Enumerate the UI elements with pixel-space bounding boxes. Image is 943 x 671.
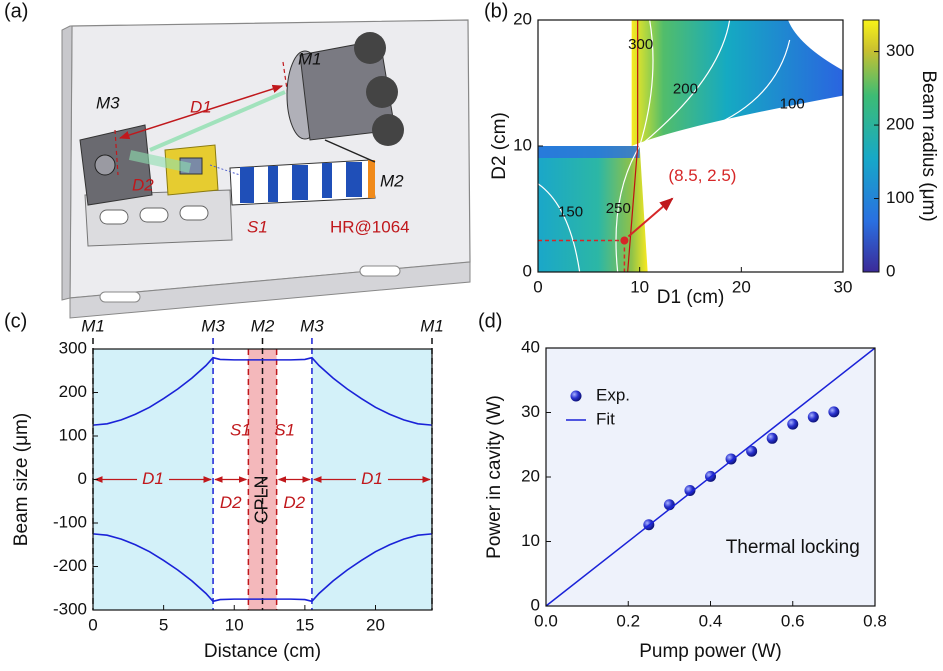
- x-tick-label: 0.6: [781, 611, 805, 630]
- x-tick-label: 0: [533, 277, 542, 296]
- heatmap-region: [632, 20, 843, 146]
- x-axis-label: Pump power (W): [639, 641, 782, 662]
- contour-label: 200: [673, 80, 698, 97]
- x-tick-label: 15: [295, 615, 314, 634]
- data-point: [726, 453, 737, 464]
- colorbar: [863, 20, 879, 272]
- x-tick-label: 0: [88, 615, 97, 634]
- x-axis-label: D1 (cm): [657, 287, 725, 308]
- heatmap-band: [538, 146, 640, 158]
- x-tick-label: 5: [159, 615, 168, 634]
- diagram-label: D1: [190, 97, 212, 116]
- y-tick-label: 10: [521, 531, 540, 550]
- data-point: [828, 406, 839, 417]
- diagram-label: HR@1064: [330, 217, 410, 236]
- y-tick-label: -100: [53, 512, 87, 531]
- y-tick-label: 10: [513, 135, 532, 154]
- panel-label: (b): [484, 0, 508, 22]
- y-tick-label: 20: [513, 9, 532, 28]
- surface-label: S1: [230, 420, 251, 439]
- surface-label: S1: [274, 420, 295, 439]
- panel-label: (d): [478, 310, 502, 332]
- figure: M1 D1 M3 D2 M2 S1 HR@1064 (a) (b) (c) (d…: [0, 0, 943, 671]
- y-tick-label: 0: [78, 469, 87, 488]
- y-tick-label: 0: [523, 261, 532, 280]
- y-tick-label: -300: [53, 599, 87, 618]
- mirror-label: M1: [81, 316, 105, 335]
- data-point: [808, 412, 819, 423]
- contour-label: 150: [558, 204, 583, 221]
- y-tick-label: 30: [521, 402, 540, 421]
- diagram-label: S1: [247, 217, 268, 236]
- x-tick-label: 20: [366, 615, 385, 634]
- heatmap-region: [538, 146, 648, 272]
- diagram-label: M1: [298, 49, 322, 68]
- y-tick-label: 0: [531, 595, 540, 614]
- x-tick-label: 0.8: [863, 611, 887, 630]
- data-point: [787, 419, 798, 430]
- contour-label: 250: [606, 200, 631, 217]
- diagram-label: M2: [380, 171, 404, 190]
- diagram-label: D2: [132, 175, 154, 194]
- setup-drawing: [62, 20, 470, 318]
- x-tick-label: 10: [630, 277, 649, 296]
- y-tick-label: 20: [521, 466, 540, 485]
- annotation: Thermal locking: [726, 537, 860, 558]
- point-label: (8.5, 2.5): [668, 166, 736, 185]
- x-tick-label: 20: [732, 277, 751, 296]
- y-axis-label: Power in cavity (W): [484, 395, 505, 559]
- y-tick-label: 40: [521, 337, 540, 356]
- y-tick-label: 100: [59, 425, 87, 444]
- y-axis-label: Beam size (μm): [11, 413, 32, 546]
- contour-label: 100: [780, 95, 805, 112]
- panel-label: (a): [4, 0, 28, 22]
- contour-label: 300: [628, 36, 653, 53]
- colorbar-tick-label: 200: [886, 115, 914, 134]
- mirror-label: M3: [201, 316, 225, 335]
- x-tick-label: 0.4: [699, 611, 723, 630]
- colorbar-tick-label: 0: [886, 261, 895, 280]
- highlight-point: [620, 237, 628, 245]
- x-tick-label: 0.2: [616, 611, 640, 630]
- diagram-label: M3: [96, 93, 120, 112]
- y-tick-label: -200: [53, 556, 87, 575]
- page: {"panel_labels": ["(a)", "(b)", "(c)", "…: [0, 0, 943, 671]
- colorbar-tick-label: 100: [886, 188, 914, 207]
- colorbar-tick-label: 300: [886, 41, 914, 60]
- y-axis-label: D2 (cm): [489, 112, 510, 180]
- data-point: [767, 433, 778, 444]
- x-tick-label: 30: [834, 277, 853, 296]
- legend-label: Exp.: [596, 385, 630, 404]
- mirror-label: M1: [420, 316, 444, 335]
- distance-label: D1: [361, 469, 383, 488]
- colorbar-label: Beam radius (μm): [918, 70, 939, 221]
- legend-label: Fit: [596, 409, 615, 428]
- mirror-label: M2: [251, 316, 275, 335]
- panel-label: (c): [4, 310, 27, 332]
- distance-label: D2: [220, 493, 242, 512]
- mirror-label: M3: [300, 316, 324, 335]
- y-tick-label: 300: [59, 338, 87, 357]
- x-axis-label: Distance (cm): [204, 641, 321, 662]
- distance-label: D1: [142, 469, 164, 488]
- crystal-label: CPLN: [251, 475, 271, 523]
- x-tick-label: 10: [225, 615, 244, 634]
- distance-label: D2: [283, 493, 305, 512]
- y-tick-label: 200: [59, 382, 87, 401]
- legend-marker: [571, 391, 582, 402]
